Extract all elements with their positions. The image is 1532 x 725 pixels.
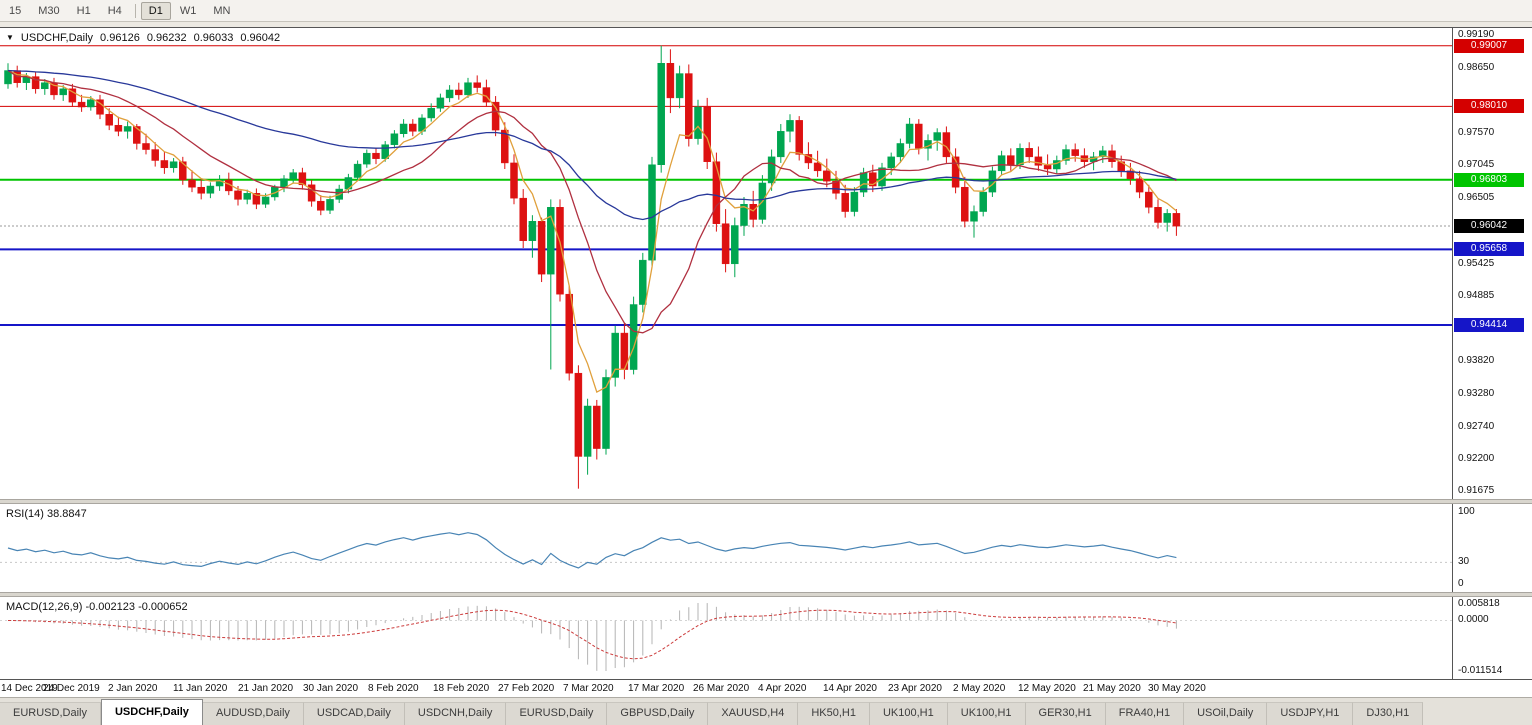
quote-low: 0.96033 (193, 32, 234, 44)
timeframe-button-h4[interactable]: H4 (107, 4, 122, 17)
date-axis-label: 30 May 2020 (1148, 683, 1206, 694)
price-axis-label: 0.92740 (1458, 420, 1495, 432)
price-axis-label: 0.92200 (1458, 453, 1495, 465)
chart-dropdown-icon[interactable]: ▼ (6, 33, 14, 42)
date-axis-label: 23 Apr 2020 (888, 683, 942, 694)
timeframe-button-h1[interactable]: H1 (76, 4, 91, 17)
price-axis-label: 0.99190 (1458, 28, 1495, 40)
panel-splitter[interactable] (0, 592, 1532, 597)
macd-plot[interactable] (0, 597, 1452, 679)
chart-tab-hk50-h1[interactable]: HK50,H1 (798, 702, 870, 725)
date-axis-label: 14 Dec 2019 (1, 683, 58, 694)
chart-tab-eurusd-daily[interactable]: EURUSD,Daily (0, 702, 101, 725)
bottom-tabbar: EURUSD,Daily USDCHF,Daily AUDUSD,Daily USDC… (0, 697, 1532, 725)
hline-price-tag: 0.99007 (1454, 38, 1524, 53)
price-axis-label: 0.93280 (1458, 387, 1495, 399)
price-axis-label: 0.97045 (1458, 159, 1495, 171)
chart-tab-usdchf-daily[interactable]: USDCHF,Daily (100, 699, 203, 725)
date-axis-label: 18 Feb 2020 (433, 683, 490, 694)
rsi-axis-label: 0 (1458, 578, 1464, 589)
date-axis-label: 24 Dec 2019 (43, 683, 100, 694)
price-axis-label: 0.91675 (1458, 485, 1495, 497)
timeframe-button-d1[interactable]: D1 (140, 1, 171, 20)
price-axis-label: 0.97570 (1458, 127, 1495, 139)
hline-price-tag: 0.95658 (1454, 242, 1524, 257)
date-axis-label: 21 Jan 2020 (238, 683, 294, 694)
chart-tab-usdcad-daily[interactable]: USDCAD,Daily (303, 702, 405, 725)
date-axis-label: 12 May 2020 (1018, 683, 1076, 694)
rsi-panel: RSI(14) 38.8847 100 30 0 (0, 504, 1532, 592)
chart-tab-usoil-daily[interactable]: USOil,Daily (1184, 702, 1268, 725)
date-axis-label: 14 Apr 2020 (823, 683, 877, 694)
toolbar-separator (134, 3, 136, 18)
date-axis-label: 17 Mar 2020 (628, 683, 685, 694)
macd-header: MACD(12,26,9) -0.002123 -0.000652 (6, 601, 188, 613)
rsi-axis[interactable]: 100 30 0 (1452, 504, 1532, 592)
macd-axis-label: 0.005818 (1458, 598, 1500, 609)
chart-ohlc-header: ▼ USDCHF,Daily 0.96126 0.96232 0.96033 0… (6, 32, 280, 44)
timeframe-button-15[interactable]: 15 (9, 4, 22, 17)
macd-axis-label: 0.0000 (1458, 614, 1489, 626)
date-axis-label: 2 May 2020 (953, 683, 1006, 694)
price-axis-label: 0.94885 (1458, 290, 1495, 302)
macd-axis[interactable]: 0.005818 0.0000 -0.011514 (1452, 597, 1532, 679)
rsi-axis-label: 30 (1458, 556, 1470, 568)
chart-tab-eurusd-daily[interactable]: EURUSD,Daily (506, 702, 608, 725)
chart-tab-gbpusd-daily[interactable]: GBPUSD,Daily (607, 702, 709, 725)
rsi-axis-label: 100 (1458, 506, 1475, 517)
chart-symbol-period: USDCHF,Daily (20, 32, 94, 44)
chart-tab-uk100-h1[interactable]: UK100,H1 (869, 702, 948, 725)
price-axis-label: 0.98650 (1458, 61, 1495, 73)
date-axis-label: 30 Jan 2020 (303, 683, 359, 694)
date-axis-label: 7 Mar 2020 (563, 683, 614, 694)
price-axis-label: 0.96505 (1458, 191, 1495, 203)
timeframe-button-w1[interactable]: W1 (179, 4, 197, 17)
date-axis-label: 2 Jan 2020 (108, 683, 158, 694)
chart-tab-dj30-h1[interactable]: DJ30,H1 (1353, 702, 1424, 725)
rsi-header: RSI(14) 38.8847 (6, 508, 87, 520)
bid-price-tag: 0.96042 (1454, 219, 1524, 233)
chart-tab-usdjpy-h1[interactable]: USDJPY,H1 (1267, 702, 1354, 725)
chart-tab-uk100-h1[interactable]: UK100,H1 (947, 702, 1026, 725)
macd-axis-label: -0.011514 (1458, 665, 1503, 676)
hline-price-tag: 0.94414 (1454, 317, 1524, 332)
hline-price-tag: 0.96803 (1454, 172, 1524, 187)
date-axis-label: 21 May 2020 (1083, 683, 1141, 694)
hline-price-tag: 0.98010 (1454, 99, 1524, 114)
date-axis[interactable]: 14 Dec 2019 24 Dec 2019 2 Jan 2020 11 Jan 2… (0, 679, 1532, 697)
date-axis-label: 26 Mar 2020 (693, 683, 750, 694)
price-chart-panel: ▼ USDCHF,Daily 0.96126 0.96232 0.96033 0… (0, 27, 1532, 499)
price-axis[interactable]: 0.99190 0.98650 0.97570 0.97045 0.96505 0.954… (1452, 28, 1532, 499)
date-axis-label: 8 Feb 2020 (368, 683, 419, 694)
panel-splitter[interactable] (0, 499, 1532, 504)
timeframe-button-m30[interactable]: M30 (38, 4, 60, 17)
timeframe-button-mn[interactable]: MN (213, 4, 231, 17)
chart-tab-audusd-daily[interactable]: AUDUSD,Daily (202, 702, 304, 725)
price-chart-plot[interactable] (0, 28, 1452, 499)
date-axis-label: 4 Apr 2020 (758, 683, 807, 694)
quote-open: 0.96126 (100, 32, 140, 44)
date-axis-label: 27 Feb 2020 (498, 683, 555, 694)
price-axis-label: 0.93820 (1458, 355, 1495, 367)
quote-high: 0.96232 (146, 32, 187, 44)
timeframe-toolbar: 15 M30 H1 H4 D1 W1 MN (0, 0, 1532, 22)
quote-close: 0.96042 (240, 32, 281, 44)
chart-tab-xauusd-h4[interactable]: XAUUSD,H4 (708, 702, 799, 725)
rsi-plot[interactable] (0, 504, 1452, 592)
chart-tab-ger30-h1[interactable]: GER30,H1 (1025, 702, 1106, 725)
macd-panel: MACD(12,26,9) -0.002123 -0.000652 0.0058… (0, 597, 1532, 679)
price-axis-label: 0.95425 (1458, 257, 1495, 269)
date-axis-label: 11 Jan 2020 (173, 683, 228, 694)
chart-tab-fra40-h1[interactable]: FRA40,H1 (1105, 702, 1185, 725)
chart-tab-usdcnh-daily[interactable]: USDCNH,Daily (404, 702, 507, 725)
